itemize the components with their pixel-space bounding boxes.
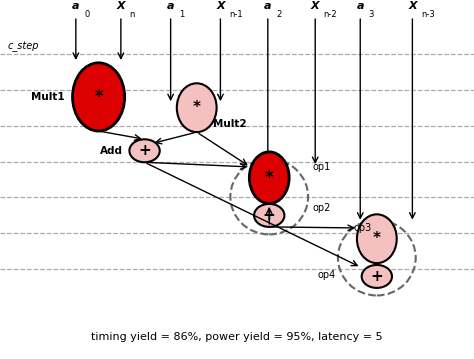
Text: Add: Add [100, 146, 123, 156]
Text: *: * [193, 100, 201, 115]
Text: X: X [311, 1, 319, 11]
Text: Mult2: Mult2 [213, 119, 246, 129]
Text: n-3: n-3 [421, 10, 435, 19]
Ellipse shape [73, 63, 125, 131]
Text: a: a [356, 1, 364, 11]
Ellipse shape [129, 139, 160, 162]
Text: *: * [94, 88, 103, 106]
Ellipse shape [254, 204, 284, 227]
Text: +: + [138, 143, 151, 158]
Text: op2: op2 [313, 203, 331, 213]
Text: X: X [408, 1, 417, 11]
Text: timing yield = 86%, power yield = 95%, latency = 5: timing yield = 86%, power yield = 95%, l… [91, 332, 383, 342]
Text: 0: 0 [84, 10, 90, 19]
Text: n-1: n-1 [229, 10, 243, 19]
Ellipse shape [177, 83, 217, 132]
Text: op4: op4 [318, 270, 336, 280]
Text: +: + [263, 208, 275, 223]
Text: *: * [373, 231, 381, 246]
Text: op1: op1 [313, 162, 331, 172]
Text: n: n [129, 10, 135, 19]
Text: a: a [264, 1, 272, 11]
Text: X: X [216, 1, 225, 11]
Text: c_step: c_step [7, 42, 38, 52]
Text: *: * [265, 169, 273, 187]
Text: a: a [72, 1, 80, 11]
Text: X: X [117, 1, 125, 11]
Text: op3: op3 [353, 223, 372, 233]
Ellipse shape [362, 265, 392, 288]
Text: 2: 2 [276, 10, 282, 19]
Text: 1: 1 [179, 10, 184, 19]
Text: n-2: n-2 [324, 10, 337, 19]
Text: +: + [371, 269, 383, 284]
Text: a: a [167, 1, 174, 11]
Text: Mult1: Mult1 [31, 92, 64, 102]
Text: 3: 3 [369, 10, 374, 19]
Ellipse shape [357, 214, 397, 263]
Ellipse shape [249, 152, 289, 204]
